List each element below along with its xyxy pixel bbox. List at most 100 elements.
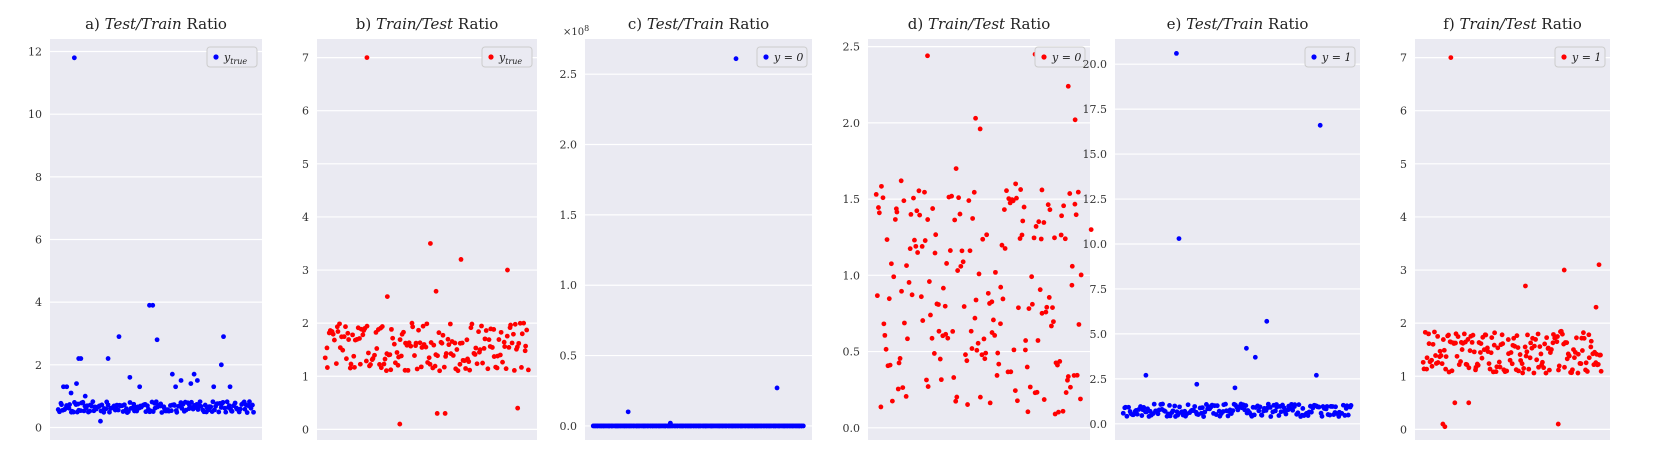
data-point — [1155, 411, 1161, 417]
data-point — [882, 332, 888, 338]
data-point — [1010, 198, 1016, 204]
data-point — [346, 337, 352, 342]
data-point — [979, 352, 985, 358]
y-tick-label: 7 — [1400, 52, 1407, 65]
data-point — [232, 400, 238, 406]
data-point — [1004, 188, 1009, 194]
data-point — [447, 321, 453, 327]
data-point — [1023, 338, 1029, 343]
data-point — [1223, 401, 1228, 407]
data-point — [1570, 367, 1575, 373]
data-point — [1058, 232, 1064, 238]
data-point — [1441, 347, 1447, 353]
data-point — [943, 331, 949, 337]
data-point — [1185, 402, 1191, 408]
data-point — [1295, 410, 1301, 416]
data-point — [463, 366, 469, 371]
data-point — [1549, 347, 1554, 352]
data-point — [1199, 405, 1205, 411]
data-point — [1324, 404, 1330, 409]
data-point — [960, 259, 966, 265]
data-point — [197, 399, 203, 405]
data-point — [1313, 372, 1319, 378]
data-point — [351, 353, 357, 359]
data-point — [976, 271, 982, 277]
data-point — [1033, 224, 1039, 229]
data-point — [973, 115, 978, 121]
data-point — [1596, 262, 1602, 268]
data-point — [1333, 404, 1338, 410]
data-point — [1574, 335, 1579, 341]
data-point — [178, 378, 184, 383]
data-point — [667, 420, 673, 426]
data-point — [479, 323, 484, 329]
data-point — [459, 340, 465, 346]
data-point — [981, 336, 987, 342]
data-point — [883, 346, 889, 352]
data-point — [525, 367, 531, 373]
y-tick-label: 0.0 — [560, 420, 578, 433]
data-point — [913, 243, 919, 249]
data-point — [1581, 335, 1587, 341]
data-point — [423, 344, 429, 350]
data-point — [1072, 201, 1078, 207]
data-point — [944, 261, 949, 266]
data-point — [930, 206, 936, 211]
data-point — [1526, 366, 1532, 372]
data-point — [387, 352, 393, 358]
data-point — [884, 237, 890, 243]
data-point — [1037, 287, 1043, 293]
data-point — [1478, 350, 1483, 355]
data-point — [212, 407, 217, 413]
y-tick-label: 4 — [302, 211, 309, 224]
y-tick-label: 0 — [302, 423, 309, 436]
data-point — [1471, 349, 1477, 355]
data-point — [972, 315, 978, 321]
data-point — [1432, 329, 1437, 335]
data-point — [915, 250, 921, 255]
data-point — [959, 248, 965, 254]
data-point — [1345, 412, 1351, 418]
data-point — [1340, 402, 1346, 408]
data-point — [900, 385, 906, 391]
data-point — [1581, 330, 1586, 336]
data-point — [1175, 412, 1181, 418]
data-point — [508, 322, 513, 328]
data-point — [107, 409, 112, 415]
data-point — [1230, 408, 1236, 414]
data-point — [940, 285, 946, 291]
chart-panel-e: 0.0 2.5 5.0 7.5 10.0 12.5 15.0 17.5 20.0 e) Test/… — [1083, 15, 1360, 440]
data-point — [491, 327, 497, 332]
data-point — [1194, 381, 1200, 387]
data-point — [1487, 366, 1493, 372]
data-point — [1538, 351, 1544, 357]
data-point — [1214, 403, 1220, 409]
data-point — [929, 335, 935, 341]
data-point — [516, 340, 522, 346]
chart-panel-d: 0.0 0.5 1.0 1.5 2.0 2.5 d) Train/Test Ratio y =… — [843, 15, 1094, 440]
data-point — [105, 402, 111, 408]
data-point — [223, 409, 229, 415]
data-point — [1283, 411, 1289, 417]
data-point — [1453, 340, 1458, 346]
data-point — [1073, 212, 1079, 218]
y-tick-label: 1 — [1400, 370, 1407, 383]
data-point — [343, 324, 348, 330]
data-point — [216, 409, 222, 415]
data-point — [980, 236, 986, 242]
data-point — [250, 402, 255, 408]
data-point — [1036, 219, 1042, 225]
data-point — [1046, 295, 1052, 300]
data-point — [1072, 117, 1078, 123]
data-point — [364, 55, 370, 60]
data-point — [397, 421, 403, 427]
data-point — [922, 189, 927, 195]
data-point — [450, 353, 456, 358]
data-point — [1041, 397, 1047, 402]
data-point — [1062, 236, 1068, 242]
plot-area — [868, 39, 1090, 440]
data-point — [1542, 341, 1548, 347]
data-point — [477, 347, 483, 353]
data-point — [379, 324, 385, 329]
